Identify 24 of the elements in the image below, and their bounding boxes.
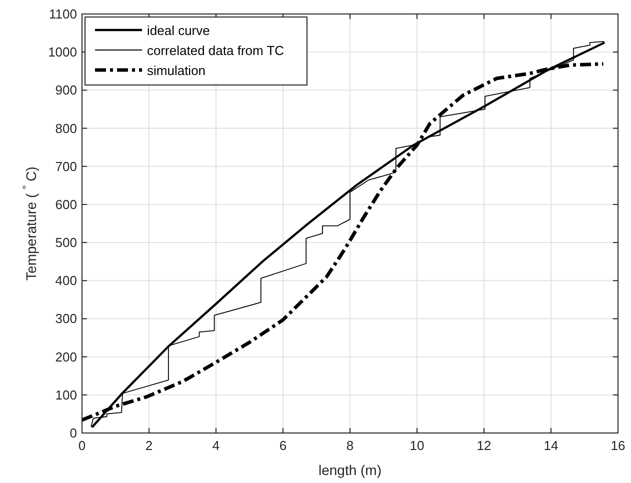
y-tick-label: 1000 [48, 44, 77, 60]
x-tick-label: 6 [279, 438, 287, 453]
legend-label: correlated data from TC [147, 43, 284, 58]
x-tick-label: 10 [410, 438, 424, 453]
legend-label: ideal curve [147, 23, 210, 38]
y-tick-label: 400 [55, 273, 77, 288]
y-tick-label: 600 [55, 196, 77, 212]
legend-label: simulation [147, 63, 206, 78]
x-tick-label: 8 [346, 438, 354, 453]
y-tick-label: 500 [55, 235, 77, 250]
x-tick-label: 2 [145, 438, 153, 453]
y-tick-label: 800 [55, 120, 77, 136]
y-tick-label: 200 [55, 349, 77, 364]
y-tick-label: 0 [70, 426, 77, 440]
y-tick-label: 100 [55, 387, 77, 402]
x-tick-label: 14 [544, 438, 558, 453]
x-tick-label: 12 [476, 438, 492, 453]
y-tick-label: 700 [55, 158, 77, 174]
y-tick-label: 900 [55, 82, 77, 98]
x-tick-label: 4 [212, 438, 220, 453]
y-tick-label: 300 [55, 311, 77, 326]
y-tick-label: 1100 [49, 6, 77, 22]
x-tick-label: 16 [610, 438, 626, 453]
x-axis-title: length (m) [318, 462, 382, 478]
